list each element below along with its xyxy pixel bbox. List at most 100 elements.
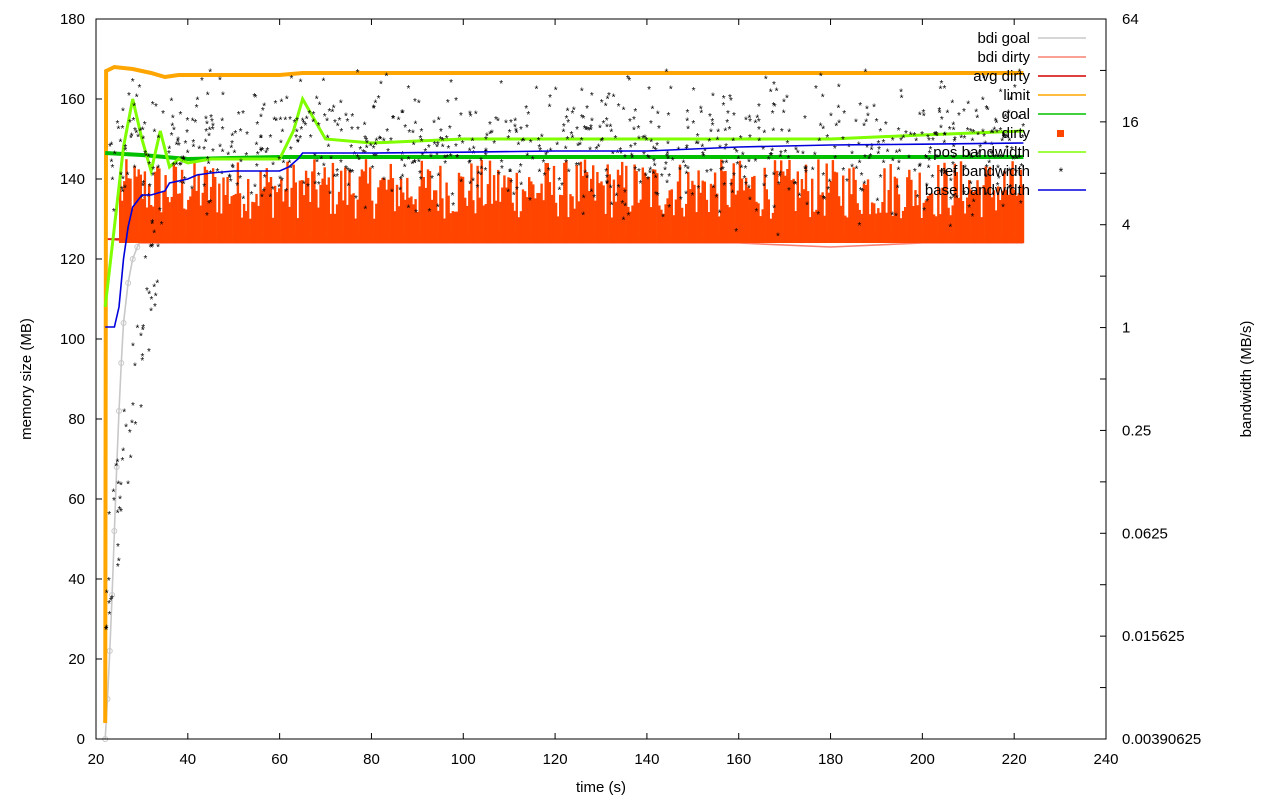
dirty-point bbox=[833, 171, 837, 243]
ref-bandwidth-point: * bbox=[197, 145, 201, 156]
ref-bandwidth-point: * bbox=[172, 125, 176, 136]
dirty-point bbox=[963, 213, 967, 243]
ref-bandwidth-point: * bbox=[653, 161, 657, 172]
dirty-point bbox=[823, 215, 826, 243]
ref-bandwidth-point: * bbox=[1004, 112, 1008, 123]
ref-bandwidth-point: * bbox=[837, 119, 841, 130]
ref-bandwidth-point: * bbox=[610, 201, 614, 212]
ref-bandwidth-point: * bbox=[293, 118, 297, 129]
ref-bandwidth-point: * bbox=[111, 488, 115, 499]
ref-bandwidth-point: * bbox=[333, 172, 337, 183]
ref-bandwidth-point: * bbox=[804, 164, 808, 175]
dirty-point bbox=[257, 205, 260, 243]
ref-bandwidth-point: * bbox=[488, 120, 492, 131]
dirty-point bbox=[284, 189, 287, 243]
ref-bandwidth-point: * bbox=[926, 133, 930, 144]
dirty-point bbox=[656, 173, 659, 243]
ref-bandwidth-point: * bbox=[321, 76, 325, 87]
ref-bandwidth-point: * bbox=[709, 128, 713, 139]
dirty-point bbox=[470, 163, 473, 243]
ref-bandwidth-point: * bbox=[953, 135, 957, 146]
ref-bandwidth-point: * bbox=[131, 116, 135, 127]
ref-bandwidth-point: * bbox=[948, 223, 952, 234]
ref-bandwidth-point: * bbox=[363, 149, 367, 160]
dirty-point bbox=[288, 206, 291, 243]
ref-bandwidth-point: * bbox=[207, 132, 211, 143]
ref-bandwidth-point: * bbox=[150, 243, 154, 254]
dirty-point bbox=[664, 204, 667, 243]
ref-bandwidth-point: * bbox=[913, 167, 917, 178]
ref-bandwidth-point: * bbox=[204, 127, 208, 138]
dirty-point bbox=[509, 178, 512, 243]
ref-bandwidth-point: * bbox=[562, 122, 566, 133]
dirty-point bbox=[778, 183, 781, 243]
ref-bandwidth-point: * bbox=[585, 104, 589, 115]
dirty-point bbox=[253, 202, 256, 243]
dirty-point bbox=[554, 202, 558, 243]
ref-bandwidth-point: * bbox=[699, 109, 703, 120]
ref-bandwidth-point: * bbox=[995, 128, 999, 139]
ref-bandwidth-point: * bbox=[295, 116, 299, 127]
ref-bandwidth-point: * bbox=[176, 138, 180, 149]
dirty-point bbox=[197, 173, 200, 243]
ref-bandwidth-point: * bbox=[929, 145, 933, 156]
ref-bandwidth-point: * bbox=[114, 462, 118, 473]
ref-bandwidth-point: * bbox=[872, 103, 876, 114]
ref-bandwidth-point: * bbox=[722, 101, 726, 112]
ref-bandwidth-point: * bbox=[895, 149, 899, 160]
dirty-point bbox=[544, 163, 547, 243]
ref-bandwidth-point: * bbox=[943, 168, 947, 179]
dirty-point bbox=[240, 217, 244, 243]
ref-bandwidth-point: * bbox=[999, 88, 1003, 99]
dirty-point bbox=[461, 176, 465, 243]
dirty-point bbox=[395, 184, 399, 243]
dirty-point bbox=[734, 194, 737, 243]
dirty-point bbox=[385, 189, 388, 243]
dirty-point bbox=[298, 180, 302, 243]
ref-bandwidth-point: * bbox=[439, 127, 443, 138]
dirty-point bbox=[848, 168, 851, 243]
ref-bandwidth-point: * bbox=[356, 153, 360, 164]
ref-bandwidth-point: * bbox=[229, 143, 233, 154]
ref-bandwidth-point: * bbox=[151, 242, 155, 253]
dirty-point bbox=[536, 193, 539, 243]
dirty-point bbox=[362, 171, 366, 243]
dirty-point bbox=[930, 193, 934, 243]
ref-bandwidth-point: * bbox=[845, 177, 849, 188]
ref-bandwidth-point: * bbox=[432, 119, 436, 130]
ref-bandwidth-point: * bbox=[365, 139, 369, 150]
ref-bandwidth-point: * bbox=[130, 419, 134, 430]
dirty-point bbox=[149, 205, 153, 243]
ref-bandwidth-point: * bbox=[420, 127, 424, 138]
ref-bandwidth-point: * bbox=[372, 152, 376, 163]
ref-bandwidth-point: * bbox=[259, 145, 263, 156]
ref-bandwidth-point: * bbox=[157, 134, 161, 145]
dirty-point bbox=[951, 205, 954, 243]
ref-bandwidth-point: * bbox=[877, 145, 881, 156]
ref-bandwidth-point: * bbox=[344, 111, 348, 122]
dirty-point bbox=[337, 191, 341, 243]
ref-bandwidth-point: * bbox=[924, 153, 928, 164]
ref-bandwidth-point: * bbox=[190, 185, 194, 196]
dirty-point bbox=[806, 191, 810, 243]
ref-bandwidth-point: * bbox=[696, 184, 700, 195]
ref-bandwidth-point: * bbox=[517, 168, 521, 179]
ref-bandwidth-point: * bbox=[435, 143, 439, 154]
dirty-point bbox=[220, 213, 223, 243]
dirty-point bbox=[540, 183, 543, 243]
dirty-point bbox=[381, 177, 384, 243]
dirty-point bbox=[738, 160, 742, 243]
y2-tick-label: 0.015625 bbox=[1122, 628, 1185, 645]
ref-bandwidth-point: * bbox=[590, 117, 594, 128]
ref-bandwidth-point: * bbox=[182, 155, 186, 166]
ref-bandwidth-point: * bbox=[377, 94, 381, 105]
dirty-point bbox=[187, 199, 190, 243]
ref-bandwidth-point: * bbox=[565, 135, 569, 146]
ref-bandwidth-point: * bbox=[821, 124, 825, 135]
ref-bandwidth-point: * bbox=[590, 91, 594, 102]
ref-bandwidth-point: * bbox=[722, 181, 726, 192]
ref-bandwidth-point: * bbox=[652, 170, 656, 181]
x-tick-label: 160 bbox=[726, 751, 751, 768]
ref-bandwidth-point: * bbox=[231, 164, 235, 175]
ref-bandwidth-point: * bbox=[951, 120, 955, 131]
